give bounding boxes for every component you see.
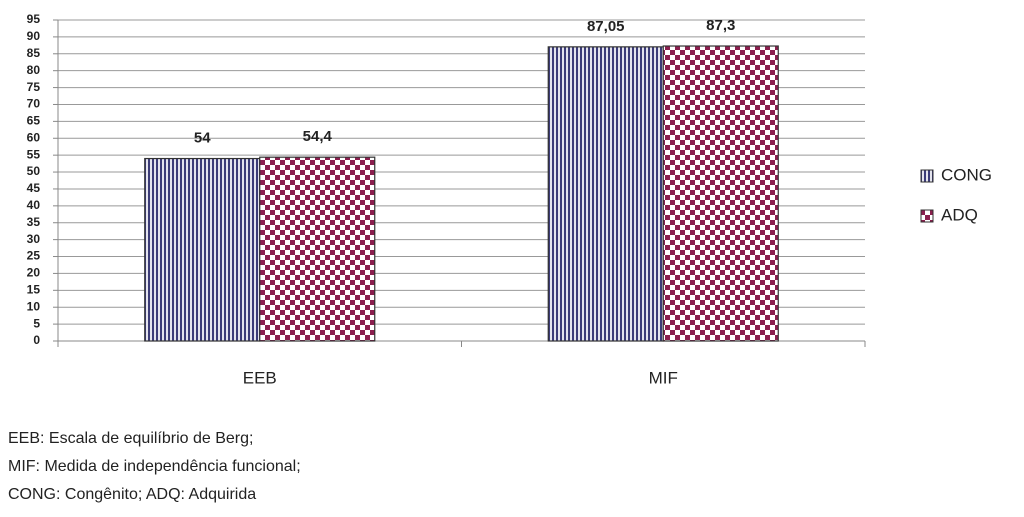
y-tick-label: 90 [27, 29, 41, 43]
x-tick-label: EEB [243, 368, 277, 387]
bar [547, 46, 664, 342]
value-label: 54,4 [303, 128, 333, 145]
y-tick-label: 10 [27, 299, 41, 313]
y-tick-label: 70 [27, 97, 41, 111]
legend-label: ADQ [941, 205, 978, 224]
y-tick-label: 20 [27, 266, 41, 280]
y-tick-label: 35 [27, 215, 41, 229]
bar [662, 45, 779, 342]
y-tick-label: 50 [27, 164, 41, 178]
y-tick-label: 25 [27, 249, 41, 263]
y-tick-label: 15 [27, 282, 41, 296]
y-tick-label: 55 [27, 147, 41, 161]
value-label: 54 [194, 130, 211, 147]
bar [144, 157, 261, 342]
value-label: 87,3 [706, 17, 735, 34]
y-tick-label: 60 [27, 130, 41, 144]
y-tick-label: 65 [27, 114, 41, 128]
y-tick-label: 40 [27, 198, 41, 212]
legend-swatch [920, 169, 934, 183]
note: MIF: Medida de independência funcional; [8, 458, 301, 475]
bar [259, 156, 376, 342]
y-tick-label: 5 [33, 316, 40, 330]
y-tick-label: 80 [27, 63, 41, 77]
y-tick-label: 45 [27, 181, 41, 195]
note: EEB: Escala de equilíbrio de Berg; [8, 430, 253, 447]
x-tick-label: MIF [649, 368, 678, 387]
y-tick-label: 95 [27, 12, 41, 26]
y-tick-label: 30 [27, 232, 41, 246]
y-tick-label: 75 [27, 80, 41, 94]
y-tick-label: 0 [33, 333, 40, 347]
note: CONG: Congênito; ADQ: Adquirida [8, 486, 256, 503]
legend-label: CONG [941, 165, 992, 184]
y-tick-label: 85 [27, 46, 41, 60]
value-label: 87,05 [587, 18, 625, 35]
legend-swatch [920, 209, 934, 223]
